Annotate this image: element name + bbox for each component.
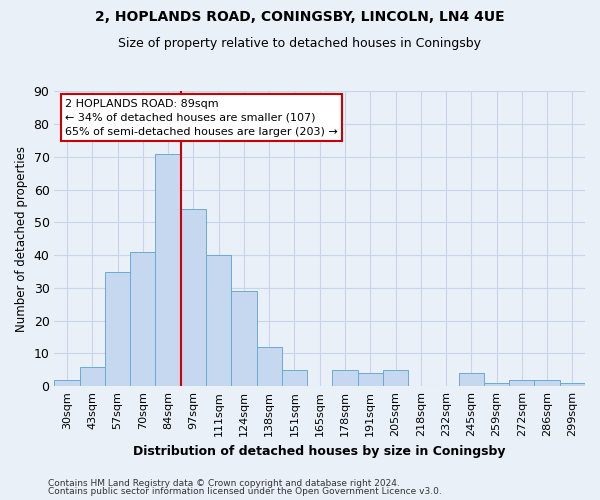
Bar [358, 373, 383, 386]
X-axis label: Distribution of detached houses by size in Coningsby: Distribution of detached houses by size … [133, 444, 506, 458]
Bar [257, 347, 282, 386]
Text: Contains HM Land Registry data © Crown copyright and database right 2024.: Contains HM Land Registry data © Crown c… [48, 478, 400, 488]
Bar [383, 370, 408, 386]
Y-axis label: Number of detached properties: Number of detached properties [15, 146, 28, 332]
Bar [231, 291, 257, 386]
Bar [560, 383, 585, 386]
Text: 2 HOPLANDS ROAD: 89sqm
← 34% of detached houses are smaller (107)
65% of semi-de: 2 HOPLANDS ROAD: 89sqm ← 34% of detached… [65, 99, 338, 137]
Bar [80, 366, 105, 386]
Bar [332, 370, 358, 386]
Text: Contains public sector information licensed under the Open Government Licence v3: Contains public sector information licen… [48, 487, 442, 496]
Bar [458, 373, 484, 386]
Bar [55, 380, 80, 386]
Bar [535, 380, 560, 386]
Bar [181, 210, 206, 386]
Bar [206, 255, 231, 386]
Bar [105, 272, 130, 386]
Bar [130, 252, 155, 386]
Bar [282, 370, 307, 386]
Bar [155, 154, 181, 386]
Text: Size of property relative to detached houses in Coningsby: Size of property relative to detached ho… [119, 38, 482, 51]
Bar [484, 383, 509, 386]
Bar [509, 380, 535, 386]
Text: 2, HOPLANDS ROAD, CONINGSBY, LINCOLN, LN4 4UE: 2, HOPLANDS ROAD, CONINGSBY, LINCOLN, LN… [95, 10, 505, 24]
